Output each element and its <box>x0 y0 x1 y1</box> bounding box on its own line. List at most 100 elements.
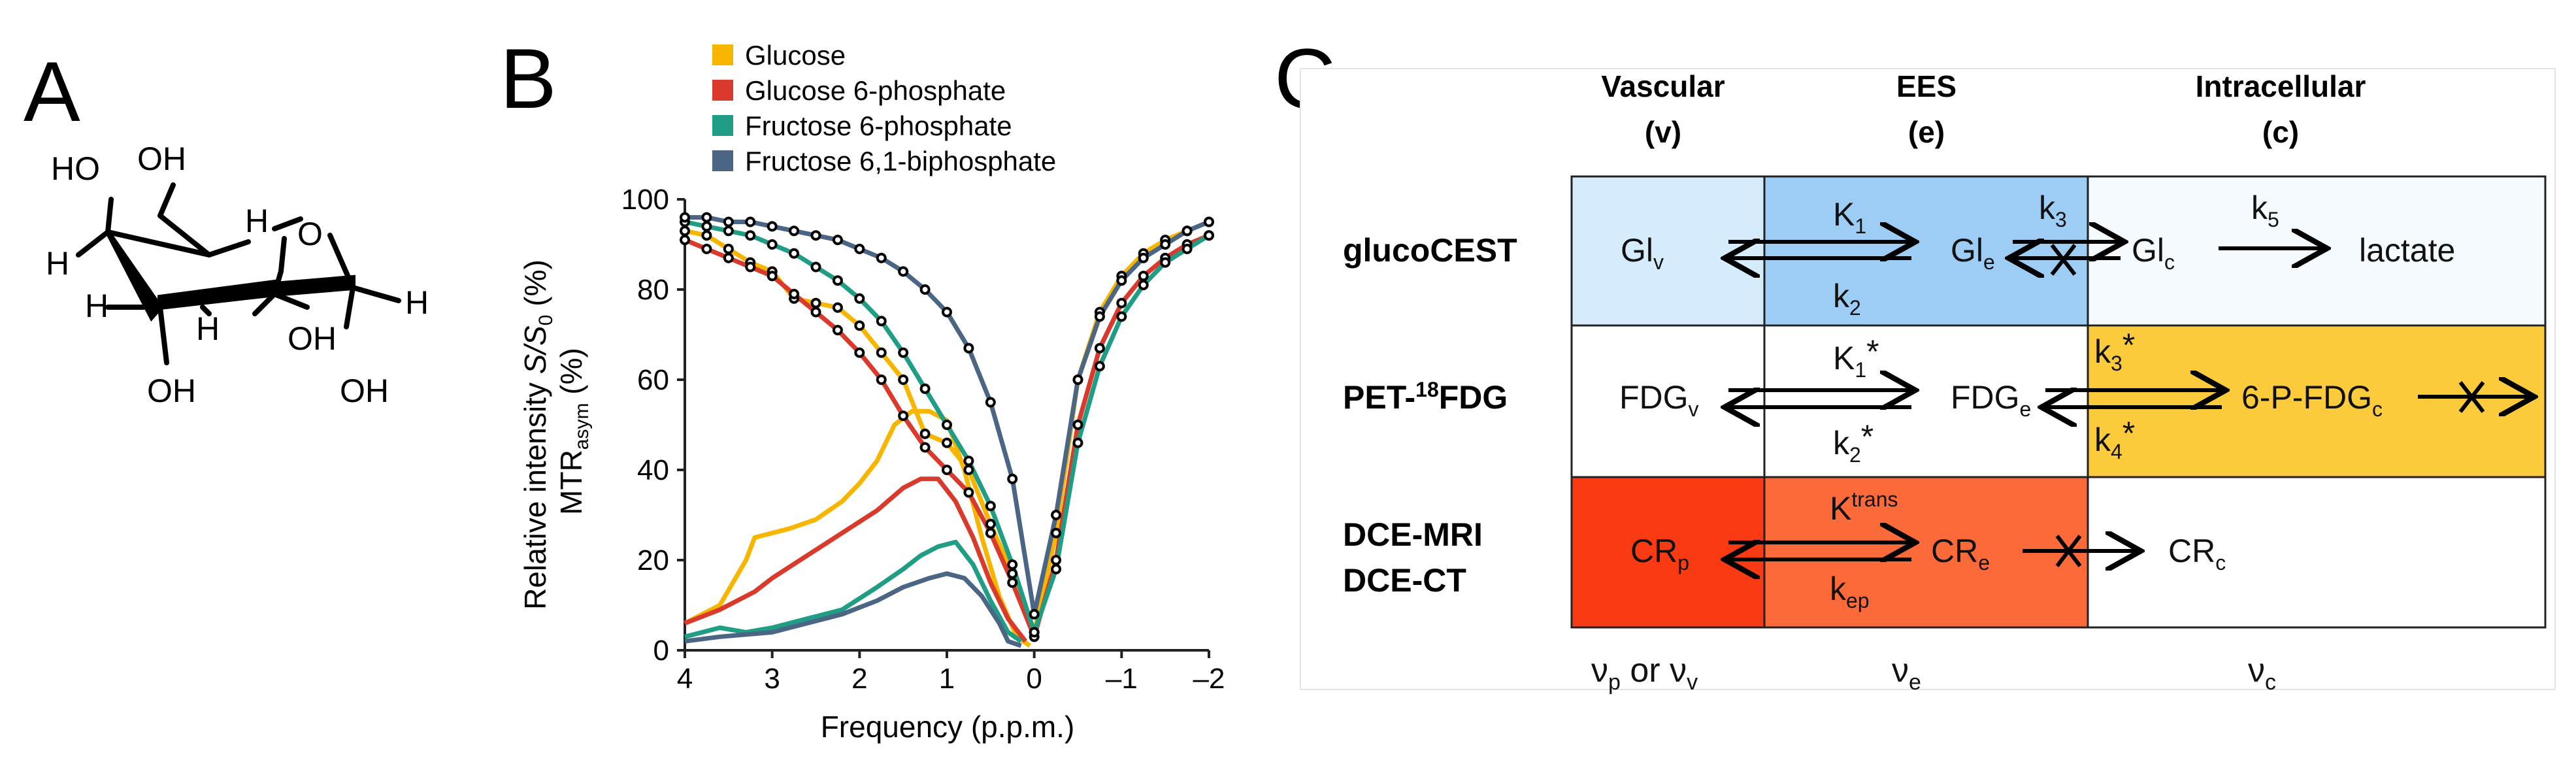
rate-k1: K1 <box>1833 196 1866 238</box>
z-spectrum-point <box>810 261 821 273</box>
arrows-glucocest <box>1728 242 2323 274</box>
z-spectrum-point <box>1072 437 1083 448</box>
volume-intracellular: νc <box>2248 652 2276 695</box>
z-spectrum-point <box>701 221 712 232</box>
z-spectrum-point <box>810 307 821 318</box>
z-spectrum-point <box>701 230 712 241</box>
z-spectrum-point <box>1051 527 1062 539</box>
rate-ktrans: Ktrans <box>1830 488 1898 527</box>
y-tick-label: 60 <box>637 364 669 396</box>
chart-series <box>684 215 1210 648</box>
row-label-glucocest: glucoCEST <box>1343 232 1517 269</box>
y-tick-label: 100 <box>621 184 669 216</box>
z-spectrum-point <box>898 374 909 385</box>
z-spectrum-point <box>832 302 843 313</box>
z-spectrum-point <box>919 284 931 295</box>
row-label-pet: PET-18FDG <box>1343 378 1508 416</box>
z-spectrum-point <box>1051 510 1062 520</box>
species-fdg-ees: FDGe <box>1951 379 2031 421</box>
z-spectrum-point <box>1116 311 1127 322</box>
mtr-asym-line <box>684 539 1023 644</box>
cell-pet-ees <box>1764 325 2088 477</box>
legend-label: Fructose 6-phosphate <box>745 110 1012 141</box>
species-gl-intracellular: Glc <box>2132 232 2175 274</box>
volume-vascular: νp or νv <box>1591 652 1698 695</box>
z-spectrum-point <box>1116 297 1127 308</box>
x-tick-label: 0 <box>1026 663 1042 695</box>
x-tick-label: –2 <box>1193 663 1225 695</box>
row-label-dce-ct: DCE-CT <box>1343 562 1466 599</box>
z-spectrum-point <box>1072 420 1083 430</box>
z-spectrum-point <box>1051 563 1062 574</box>
row-dce: CRp CRe CRc Ktrans kep <box>1630 488 2226 612</box>
z-spectrum-point <box>1138 252 1149 263</box>
column-symbol-ees: (e) <box>1908 115 1945 149</box>
z-spectrum-point <box>854 243 865 254</box>
x-axis-label: Frequency (p.p.m.) <box>821 710 1075 744</box>
rate-k3-star: k3* <box>2094 327 2135 375</box>
mtr-asym-line <box>684 476 1028 643</box>
z-spectrum-point <box>1160 239 1171 250</box>
species-cr-ees: CRe <box>1931 533 1990 574</box>
z-spectrum-point <box>745 261 756 273</box>
z-spectrum-point <box>1204 230 1214 241</box>
rate-k4-star: k4* <box>2094 415 2135 463</box>
panel-label-a: A <box>24 44 80 139</box>
z-spectrum-point <box>1094 361 1105 372</box>
z-spectrum-point <box>854 293 865 304</box>
z-spectrum-point <box>1007 473 1018 484</box>
x-tick-label: 1 <box>939 663 955 695</box>
chart-data-points <box>680 212 1214 642</box>
column-header-intracellular: Intracellular <box>2196 69 2366 103</box>
z-spectrum-point <box>745 230 756 241</box>
z-spectrum-point <box>854 320 865 331</box>
z-spectrum-point <box>1138 280 1149 291</box>
z-spectrum-point <box>876 347 887 358</box>
z-spectrum-point <box>985 527 996 539</box>
volume-ees: νe <box>1892 652 1921 695</box>
column-symbol-vascular: (v) <box>1645 115 1681 149</box>
x-tick-label: –1 <box>1106 663 1138 695</box>
structure-atom-labels: HO OH H O H H H OH H OH OH <box>46 141 429 409</box>
z-spectrum-point <box>832 235 843 246</box>
z-spectrum-point <box>1160 257 1171 268</box>
z-spectrum-point <box>767 239 778 250</box>
arrows-pet <box>1728 382 2530 412</box>
z-spectrum-point <box>767 221 778 232</box>
atom-label: H <box>405 284 429 321</box>
arrows-dce <box>1728 536 2137 566</box>
z-spectrum-point <box>963 465 974 475</box>
z-spectrum-point <box>789 225 800 237</box>
z-spectrum-point <box>919 383 931 394</box>
z-spectrum-point <box>810 297 821 308</box>
column-headers: Vascular (v) EES (e) Intracellular (c) <box>1601 69 2366 149</box>
z-spectrum-point <box>1007 568 1018 579</box>
z-spectrum-point <box>701 212 712 223</box>
legend-label: Fructose 6,1-biphosphate <box>745 146 1056 176</box>
row-glucocest: Glv Gle Glc lactate K1 k2 k3 k5 <box>1621 190 2455 320</box>
z-spectrum-point <box>985 397 996 408</box>
rate-k1-star: K1* <box>1833 333 1879 382</box>
z-spectrum-point <box>723 216 734 227</box>
z-spectrum-point <box>1204 216 1214 227</box>
x-tick-label: 4 <box>677 663 693 695</box>
rate-k2-star: k2* <box>1833 418 1874 467</box>
rate-k2: k2 <box>1833 278 1861 320</box>
atom-label: H <box>46 245 69 282</box>
column-header-vascular: Vascular <box>1601 69 1725 103</box>
z-spectrum-point <box>919 442 931 453</box>
z-spectrum-point <box>723 225 734 237</box>
legend-swatch-fructose-biphosphate <box>712 150 733 171</box>
legend-label: Glucose <box>745 40 846 71</box>
y-tick-label: 20 <box>637 544 669 576</box>
species-lactate: lactate <box>2359 232 2455 269</box>
z-spectrum-point <box>1007 577 1018 588</box>
species-6p-fdg: 6-P-FDGc <box>2241 379 2383 421</box>
atom-label: OH <box>137 141 186 177</box>
z-spectrum-point <box>942 465 952 475</box>
mtr-asym-line <box>684 571 1022 648</box>
z-spectrum-point <box>942 420 952 430</box>
z-spectrum-point <box>854 347 865 358</box>
cell-dce-intracellular <box>2088 477 2545 627</box>
atom-label: HO <box>51 150 100 187</box>
